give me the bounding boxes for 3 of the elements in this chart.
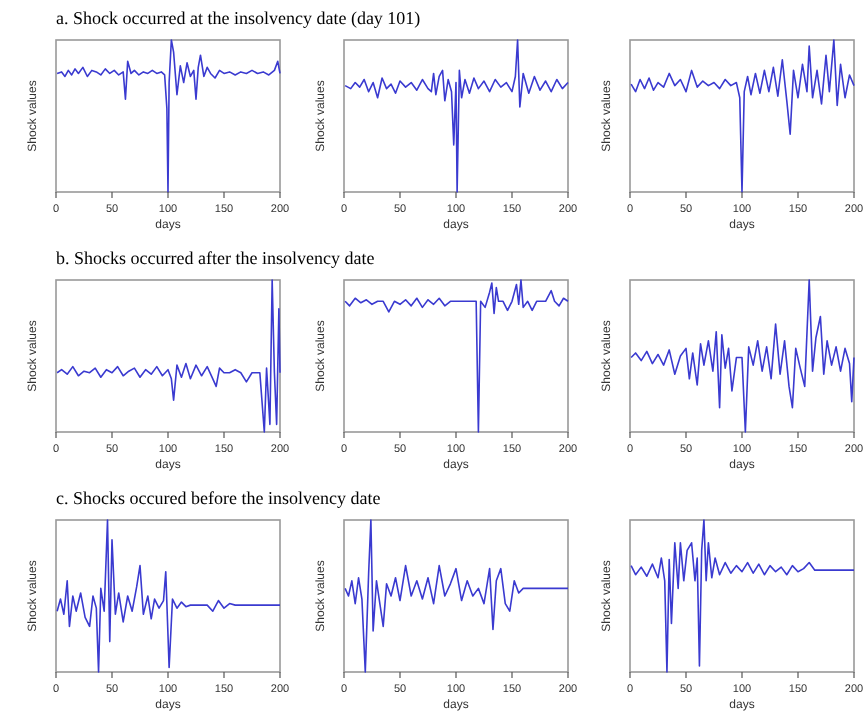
chart-title: a. Shock occurred at the insolvency date (day 101) (56, 8, 421, 28)
chart-title: c. Shocks occured before the insolvency date (56, 488, 381, 508)
chart-title: b. Shocks occurred after the insolvency date (56, 248, 375, 268)
